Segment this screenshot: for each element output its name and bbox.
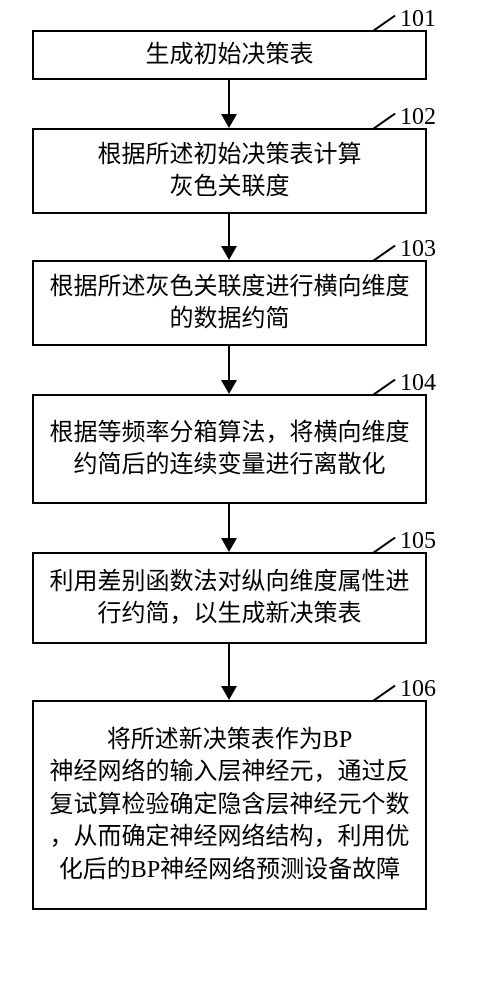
node-label-n4: 104 [400,370,436,397]
arrow-head-icon [221,538,237,552]
flowchart-node-n2: 根据所述初始决策表计算 灰色关联度 [32,128,427,214]
flowchart-node-n3: 根据所述灰色关联度进行横向维度 的数据约简 [32,260,427,346]
flowchart-node-n1: 生成初始决策表 [32,30,427,80]
arrow-head-icon [221,686,237,700]
arrow-head-icon [221,380,237,394]
node-label-n2: 102 [400,104,436,131]
node-text: 根据所述灰色关联度进行横向维度 的数据约简 [50,271,410,336]
flowchart-node-n4: 根据等频率分箱算法，将横向维度 约简后的连续变量进行离散化 [32,394,427,504]
node-text: 生成初始决策表 [146,39,314,71]
node-label-n6: 106 [400,676,436,703]
arrow-line [228,644,230,686]
node-label-n5: 105 [400,528,436,555]
flowchart-canvas: 生成初始决策表 101 根据所述初始决策表计算 灰色关联度 102 根据所述灰色关联度进… [0,0,504,1000]
arrow-head-icon [221,246,237,260]
node-label-n1: 101 [400,6,436,33]
flowchart-node-n5: 利用差别函数法对纵向维度属性进 行约简，以生成新决策表 [32,552,427,644]
arrow-head-icon [221,114,237,128]
flowchart-node-n6: 将所述新决策表作为BP 神经网络的输入层神经元，通过反 复试算检验确定隐含层神经… [32,700,427,910]
node-text: 将所述新决策表作为BP 神经网络的输入层神经元，通过反 复试算检验确定隐含层神经… [50,724,410,886]
node-text: 根据等频率分箱算法，将横向维度 约简后的连续变量进行离散化 [50,417,410,482]
node-label-n3: 103 [400,236,436,263]
arrow-line [228,214,230,246]
arrow-line [228,80,230,114]
node-text: 根据所述初始决策表计算 灰色关联度 [98,139,362,204]
node-text: 利用差别函数法对纵向维度属性进 行约简，以生成新决策表 [50,566,410,631]
arrow-line [228,504,230,538]
arrow-line [228,346,230,380]
